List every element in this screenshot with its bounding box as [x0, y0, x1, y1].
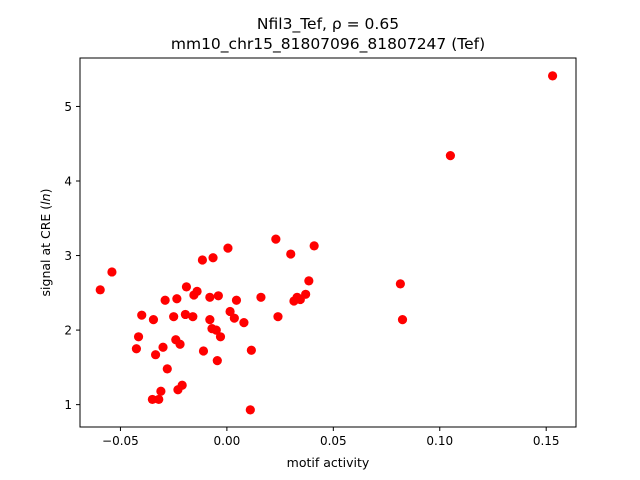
scatter-point: [301, 289, 311, 299]
plot-area-frame: [79, 57, 577, 428]
y-tick-label: 3: [64, 249, 72, 263]
y-axis-label: signal at CRE (ln): [38, 189, 53, 297]
scatter-point: [246, 345, 256, 355]
scatter-point: [445, 151, 456, 161]
scatter-point: [158, 342, 168, 352]
scatter-point: [137, 310, 147, 320]
scatter-point: [154, 394, 164, 405]
y-tick-label: 1: [64, 398, 72, 412]
x-tick-label: 0.10: [426, 434, 453, 448]
scatter-point: [205, 292, 215, 302]
data-points: [95, 71, 558, 415]
scatter-point: [160, 295, 170, 305]
chart-title-line-1: Nfil3_Tef, ρ = 0.65: [257, 15, 399, 34]
y-tick-label: 4: [64, 175, 72, 189]
scatter-point: [162, 364, 172, 374]
scatter-point: [192, 286, 202, 296]
scatter-point: [198, 346, 209, 356]
scatter-point: [304, 276, 314, 286]
scatter-point: [169, 312, 179, 322]
scatter-point: [309, 241, 319, 251]
x-axis-label: motif activity: [287, 455, 370, 470]
y-tick-label: 2: [64, 324, 72, 338]
scatter-point: [239, 318, 249, 328]
scatter-point: [205, 315, 215, 325]
scatter-point: [172, 294, 182, 304]
scatter-point: [148, 315, 159, 325]
scatter-point: [197, 255, 208, 265]
scatter-point: [131, 344, 142, 354]
scatter-point: [215, 332, 226, 342]
scatter-point: [271, 234, 281, 244]
scatter-point: [397, 315, 408, 325]
scatter-point: [231, 295, 242, 305]
scatter-point: [95, 285, 105, 295]
x-axis-ticks: −0.05 0.00 0.05 0.10 0.15: [102, 427, 560, 448]
y-axis-label-unit: ln: [38, 193, 53, 204]
scatter-point: [181, 282, 192, 292]
chart-title-line-2: mm10_chr15_81807096_81807247 (Tef): [171, 35, 485, 54]
scatter-point: [547, 71, 558, 81]
scatter-point: [175, 339, 185, 349]
scatter-point: [223, 243, 233, 253]
scatter-point: [133, 332, 144, 342]
scatter-point: [107, 267, 117, 277]
x-tick-label: 0.15: [533, 434, 560, 448]
scatter-point: [211, 325, 221, 335]
scatter-point: [180, 309, 190, 320]
scatter-point: [213, 291, 223, 301]
scatter-point: [245, 405, 255, 415]
scatter-point: [229, 313, 239, 323]
scatter-point: [286, 249, 296, 259]
x-tick-label: 0.05: [320, 434, 347, 448]
scatter-point: [156, 386, 166, 396]
scatter-point: [208, 253, 218, 263]
y-tick-label: 5: [64, 100, 72, 114]
scatter-point: [150, 350, 161, 360]
scatter-point: [188, 312, 198, 322]
x-tick-label: 0.00: [214, 434, 241, 448]
scatter-point: [395, 279, 405, 289]
y-axis-ticks: 1 2 3 4 5: [64, 100, 80, 412]
scatter-point: [273, 312, 283, 322]
scatter-point: [212, 356, 222, 366]
scatter-point: [177, 380, 187, 390]
scatter-point: [225, 306, 235, 317]
scatter-point: [147, 394, 157, 405]
x-tick-label: −0.05: [102, 434, 139, 448]
scatter-point: [256, 292, 266, 302]
